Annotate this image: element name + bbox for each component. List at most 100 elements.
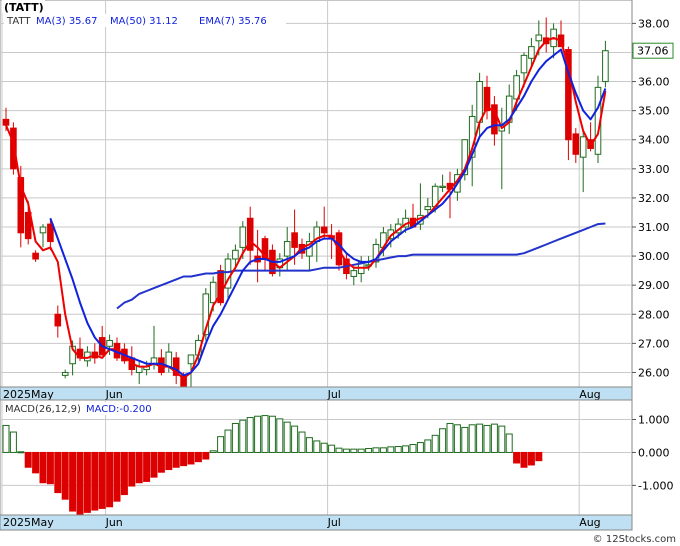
candle-body xyxy=(202,293,210,336)
candle xyxy=(54,305,62,338)
macd-bar xyxy=(468,424,476,453)
macd-y-axis: 1.000 0.000 -1.000 xyxy=(632,414,673,492)
last-price-tag-box xyxy=(632,42,674,59)
macd-bar xyxy=(172,451,180,468)
macd-bar xyxy=(187,451,195,465)
macd-bar xyxy=(98,451,106,509)
candles xyxy=(2,17,609,393)
candle-body xyxy=(513,75,520,100)
macd-bar xyxy=(305,437,313,453)
candle xyxy=(461,139,469,181)
price-x-tick-label: Jul xyxy=(327,388,341,401)
candle-body xyxy=(483,86,491,112)
macd-tick-label: 1.000 xyxy=(638,414,670,427)
macd-bar xyxy=(320,442,328,453)
macd-bar xyxy=(357,448,365,453)
macd-bar xyxy=(246,417,254,453)
price-x-axis-band xyxy=(0,386,633,401)
macd-bar xyxy=(276,418,284,453)
macd-bar xyxy=(54,451,62,494)
macd-x-tick-label: 2025May xyxy=(3,516,54,529)
candle-body xyxy=(17,177,25,234)
price-x-tick-label: Aug xyxy=(579,388,600,401)
macd-bar xyxy=(483,424,491,453)
macd-bar xyxy=(202,451,210,460)
macd-bar xyxy=(298,431,306,453)
macd-bar xyxy=(135,451,143,484)
macd-x-tick-label: Jun xyxy=(105,516,123,529)
macd-bar xyxy=(69,451,77,512)
candle xyxy=(439,174,446,193)
candle xyxy=(579,131,587,193)
candle-body xyxy=(461,139,469,176)
candle-body xyxy=(291,232,298,248)
macd-bar xyxy=(157,451,165,473)
candle-body xyxy=(528,46,535,59)
candle-body xyxy=(24,211,32,240)
price-tick-label: 28.00 xyxy=(638,308,670,321)
candle-body xyxy=(283,241,291,257)
macd-bar xyxy=(46,451,54,485)
macd-bar xyxy=(17,451,25,454)
macd-legend-bg xyxy=(3,402,153,415)
ema7-line xyxy=(49,48,607,377)
macd-bar xyxy=(217,436,225,453)
macd-panel: 1.000 0.000 -1.000 2025May Jun Jul Aug xyxy=(0,399,673,531)
candle-body xyxy=(535,34,543,42)
macd-bar xyxy=(335,447,343,453)
credit-text: © 12Stocks.com xyxy=(593,534,676,545)
candle xyxy=(602,40,609,88)
macd-bar xyxy=(39,451,47,484)
candle-body xyxy=(320,226,328,234)
price-grid xyxy=(0,0,632,387)
candle xyxy=(106,334,113,355)
price-x-tick-label: Jun xyxy=(105,388,123,401)
candle xyxy=(172,352,180,385)
candle-body xyxy=(246,217,254,251)
macd-bar xyxy=(268,415,276,453)
macd-bar xyxy=(254,415,262,453)
legend-symbol: TATT xyxy=(6,16,31,27)
macd-bar xyxy=(476,423,484,453)
candle xyxy=(350,267,358,286)
ticker-label-bg xyxy=(2,0,45,13)
macd-bar xyxy=(194,451,202,463)
macd-tick-label: -1.000 xyxy=(638,479,673,492)
macd-bar xyxy=(446,422,454,453)
macd-x-axis: 2025May Jun Jul Aug xyxy=(3,516,601,529)
candle-body xyxy=(439,185,446,188)
macd-bar xyxy=(283,421,291,453)
macd-bar xyxy=(24,451,32,468)
macd-bar xyxy=(498,425,506,453)
price-x-tick-label: 2025May xyxy=(3,388,54,401)
candle-body xyxy=(32,252,39,260)
legend: TATT MA(3) 35.67 MA(50) 31.12 EMA(7) 35.… xyxy=(4,14,286,27)
macd-bar xyxy=(61,451,69,500)
macd-x-tick-label: Jul xyxy=(327,516,341,529)
ma3-line xyxy=(5,36,607,380)
candle xyxy=(528,37,535,67)
candle-body xyxy=(476,81,483,123)
macd-bar xyxy=(143,451,151,482)
macd-bar xyxy=(350,448,358,453)
macd-bar xyxy=(2,424,10,453)
candle-body xyxy=(572,133,580,155)
macd-bar xyxy=(535,451,543,462)
macd-bar xyxy=(113,451,121,502)
macd-legend-value: MACD:-0.200 xyxy=(86,404,152,415)
price-tick-label: 33.00 xyxy=(638,163,670,176)
macd-bar xyxy=(261,415,269,453)
macd-bar xyxy=(128,451,136,487)
macd-bar xyxy=(379,447,387,453)
macd-x-tick-label: Aug xyxy=(579,516,600,529)
candle xyxy=(483,75,491,120)
candle-body xyxy=(602,50,609,83)
macd-bar xyxy=(527,451,535,466)
price-tick-label: 38.00 xyxy=(638,17,670,30)
candle-body xyxy=(39,226,47,234)
macd-bar xyxy=(461,426,469,453)
candle-body xyxy=(565,49,572,141)
legend-ma50: MA(50) 31.12 xyxy=(110,16,178,27)
candle xyxy=(520,52,528,88)
